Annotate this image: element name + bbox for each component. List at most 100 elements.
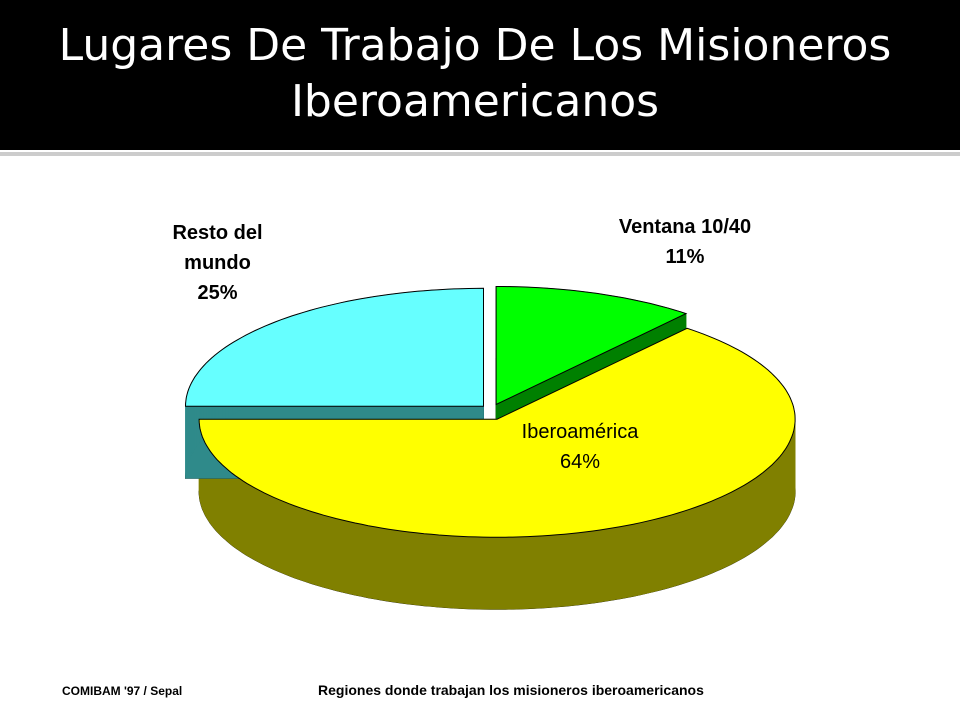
slice-side xyxy=(438,534,447,608)
slice-side xyxy=(725,491,732,568)
slice-side xyxy=(640,520,648,596)
slice-side xyxy=(689,506,696,582)
slice-side xyxy=(633,522,641,597)
slice-side xyxy=(671,512,679,588)
slice-side xyxy=(759,471,764,548)
slice-side xyxy=(335,518,343,593)
slice-side xyxy=(368,525,376,600)
slice-side xyxy=(388,528,397,603)
slice-side xyxy=(361,523,369,599)
slice-side xyxy=(769,463,773,540)
slice-side xyxy=(273,496,280,573)
slice-side xyxy=(599,528,608,603)
slice-side xyxy=(445,535,454,609)
slice-side xyxy=(721,494,727,570)
slice-side xyxy=(311,511,318,586)
slice-side xyxy=(467,536,476,610)
slice-side xyxy=(627,523,635,598)
slice-side xyxy=(475,536,484,610)
slice-label: Ventana 10/40 11% xyxy=(600,212,770,272)
slice-name: Iberoamérica xyxy=(521,421,639,443)
slice-side xyxy=(505,536,514,610)
slice-label: Iberoamérica 64% xyxy=(505,417,655,477)
slice-side xyxy=(453,535,462,609)
slice-side xyxy=(460,536,469,610)
slice-side xyxy=(730,489,736,565)
slice-name: Resto del mundo xyxy=(172,222,263,274)
slice-value-label: 11% xyxy=(665,246,705,268)
slice-side xyxy=(765,466,770,543)
slice-side xyxy=(259,490,265,566)
slice-side xyxy=(585,530,594,605)
slice-side xyxy=(542,535,550,609)
slice-side xyxy=(549,534,558,608)
slice xyxy=(495,286,688,406)
slice-side xyxy=(683,508,690,584)
slice-side xyxy=(782,449,785,527)
slice-side xyxy=(341,519,349,594)
slice-side xyxy=(329,516,337,591)
slice-side xyxy=(774,458,778,535)
slice-side xyxy=(564,533,572,607)
slice-side xyxy=(482,536,491,610)
slice xyxy=(198,327,796,538)
slice-side xyxy=(354,522,362,597)
slice-side xyxy=(779,452,783,530)
slice-side xyxy=(772,461,776,538)
chart-title: Lugares De Trabajo De Los Misioneros Ibe… xyxy=(58,20,892,127)
slice-label: Resto del mundo 25% xyxy=(150,218,285,308)
slice-side xyxy=(755,474,760,551)
slice-side xyxy=(751,477,757,553)
slice-side xyxy=(374,526,383,601)
slice xyxy=(184,287,484,407)
slice-side xyxy=(317,512,324,588)
slice-side xyxy=(716,496,722,572)
slice-side xyxy=(711,498,717,574)
slice-side xyxy=(323,514,330,590)
source: COMIBAM '97 / Sepal xyxy=(62,684,183,698)
slice-value-label: 64% xyxy=(559,451,601,473)
slice-side xyxy=(739,484,745,561)
slice-side xyxy=(556,533,565,608)
caption: Regiones donde trabajan los misioneros i… xyxy=(318,682,704,698)
slice-side xyxy=(653,517,660,593)
slice-side xyxy=(246,482,252,559)
slice-value-label: 25% xyxy=(197,282,238,304)
slice-side xyxy=(268,494,275,570)
slice-side xyxy=(395,529,404,604)
slice-side xyxy=(409,531,418,606)
slice-name: Ventana 10/40 xyxy=(618,216,752,238)
slice-side xyxy=(613,526,621,601)
slice-side xyxy=(264,492,270,568)
slice-side xyxy=(423,533,432,607)
slice-side xyxy=(431,533,440,608)
slice-side xyxy=(294,505,301,581)
slice-side xyxy=(620,525,628,599)
slice-side xyxy=(300,507,307,583)
slice-side xyxy=(534,535,543,609)
slice-side xyxy=(659,516,667,591)
divider xyxy=(0,152,960,156)
slice-side xyxy=(606,527,615,602)
slice-side xyxy=(571,532,579,606)
slice-side xyxy=(705,500,712,576)
slice-side xyxy=(665,514,673,589)
slice-side xyxy=(747,479,753,556)
slice-side xyxy=(677,510,685,586)
slice-side xyxy=(743,482,749,558)
slice-side xyxy=(694,504,701,580)
slice-side xyxy=(416,532,425,607)
slice-side xyxy=(527,535,536,609)
slice-side xyxy=(646,519,654,594)
slice-side xyxy=(490,536,499,610)
slice-side xyxy=(497,536,506,610)
slice-side xyxy=(381,527,390,602)
slice-side xyxy=(402,530,411,605)
slice-side xyxy=(519,536,528,610)
slice-side xyxy=(578,531,587,606)
slice-side xyxy=(283,501,290,577)
slice-side xyxy=(255,487,261,564)
slice-side xyxy=(700,502,707,578)
